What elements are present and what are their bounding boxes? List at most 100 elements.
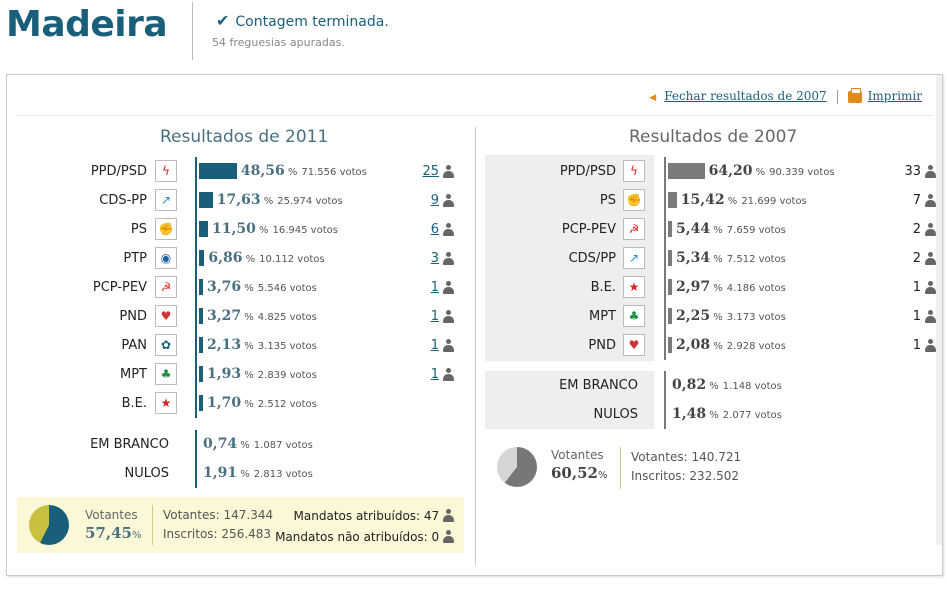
bar-axis — [195, 186, 197, 215]
close-2007-link[interactable]: Fechar resultados de 2007 — [664, 89, 827, 103]
party-name-b-e-: B.E. — [590, 280, 616, 295]
bar-axis — [664, 331, 666, 360]
person-icon — [925, 194, 936, 207]
vote-bar — [199, 221, 208, 237]
vote-percentage: 0,74 % 1.087 votos — [203, 436, 313, 452]
bar-axis — [195, 360, 197, 389]
bar-axis — [195, 459, 197, 488]
vote-bar — [199, 192, 213, 208]
person-icon — [443, 509, 454, 522]
seats-count[interactable]: 3 — [430, 251, 439, 266]
bar-axis — [664, 244, 666, 273]
scrollbar[interactable] — [936, 75, 942, 545]
party-name-ptp: PTP — [123, 251, 147, 266]
vote-bar — [199, 366, 203, 382]
party-name-pcp-pev: PCP-PEV — [561, 222, 616, 237]
vote-percentage: 1,91 % 2.813 votos — [203, 465, 313, 481]
seats-count: 2 — [912, 251, 921, 266]
seats-count[interactable]: 1 — [430, 338, 439, 353]
party-name-b-e-: B.E. — [121, 396, 147, 411]
mandates-unassigned: Mandatos não atribuídos: 0 — [275, 530, 454, 544]
seats-count: 1 — [912, 309, 921, 324]
turnout-label-2011: Votantes — [85, 508, 138, 522]
seats-count[interactable]: 9 — [430, 193, 439, 208]
vote-percentage: 1,93 % 2.839 votos — [207, 366, 317, 382]
vote-percentage: 2,08 % 2.928 votos — [676, 337, 786, 353]
registered-2011: Inscritos: 256.483 — [163, 527, 272, 541]
party-name-mpt: MPT — [120, 367, 147, 382]
vote-percentage: 2,97 % 4.186 votos — [676, 279, 786, 295]
bar-axis — [195, 157, 197, 186]
party-name-em-branco: EM BRANCO — [90, 437, 169, 452]
seats-count[interactable]: 1 — [430, 367, 439, 382]
vote-percentage: 48,56 % 71.556 votos — [240, 163, 367, 179]
party-name-ps: PS — [599, 193, 616, 208]
person-icon — [443, 368, 454, 381]
seats-count[interactable]: 6 — [430, 222, 439, 237]
person-icon — [443, 339, 454, 352]
vote-percentage: 6,86 % 10.112 votos — [208, 250, 325, 266]
person-icon — [925, 252, 936, 265]
pcp-pev-logo-icon: ☭ — [623, 218, 645, 240]
bar-axis — [195, 244, 197, 273]
header-divider — [192, 2, 193, 60]
seats-count[interactable]: 1 — [430, 280, 439, 295]
seats-count: 2 — [912, 222, 921, 237]
bar-axis — [664, 215, 666, 244]
registered-2007: Inscritos: 232.502 — [631, 469, 740, 483]
bar-axis — [195, 430, 197, 459]
pnd-logo-icon: ♥ — [623, 334, 645, 356]
mpt-logo-icon: ♣ — [155, 363, 177, 385]
person-icon — [443, 281, 454, 294]
person-icon — [443, 530, 454, 543]
vote-bar — [199, 279, 203, 295]
status-text: Contagem terminada. — [235, 14, 389, 30]
vote-percentage: 3,76 % 5.546 votos — [207, 279, 317, 295]
bar-axis — [195, 273, 197, 302]
party-name-nulos: NULOS — [124, 466, 169, 481]
vote-bar — [199, 163, 237, 179]
bar-axis — [664, 400, 666, 429]
person-icon — [443, 194, 454, 207]
person-icon — [443, 310, 454, 323]
results-panel: ◀ Fechar resultados de 2007 Imprimir Resul… — [6, 74, 943, 576]
vote-percentage: 15,42 % 21.699 votos — [680, 192, 807, 208]
party-name-pcp-pev: PCP-PEV — [92, 280, 147, 295]
bar-axis — [195, 389, 197, 418]
party-name-em-branco: EM BRANCO — [559, 378, 638, 393]
summary-2011: Votantes 57,45% Votantes: 147.344 Inscrit… — [17, 497, 464, 553]
vote-percentage: 2,13 % 3.135 votos — [207, 337, 317, 353]
turnout-label-2007: Votantes — [551, 448, 604, 462]
party-name-mpt: MPT — [589, 309, 616, 324]
vote-percentage: 2,25 % 3.173 votos — [676, 308, 786, 324]
ppd-psd-logo-icon: ϟ — [623, 160, 645, 182]
vote-bar — [668, 308, 672, 324]
vote-bar — [668, 221, 672, 237]
mandates-assigned: Mandatos atribuídos: 47 — [294, 509, 454, 523]
print-link[interactable]: Imprimir — [867, 89, 922, 103]
vote-percentage: 17,63 % 25.974 votos — [216, 192, 343, 208]
vote-percentage: 1,48 % 2.077 votos — [672, 406, 782, 422]
party-name-pan: PAN — [121, 338, 147, 353]
party-name-nulos: NULOS — [593, 407, 638, 422]
person-icon — [925, 310, 936, 323]
parishes-counted: 54 freguesias apuradas. — [212, 36, 345, 49]
vote-bar — [668, 192, 677, 208]
status: ✔ Contagem terminada. — [216, 11, 389, 30]
seats-count: 33 — [904, 164, 921, 179]
seats-count[interactable]: 25 — [422, 164, 439, 179]
vote-percentage: 3,27 % 4.825 votos — [207, 308, 317, 324]
voters-2011: Votantes: 147.344 — [163, 508, 274, 522]
ps-logo-icon: ✊ — [155, 218, 177, 240]
party-name-ppd-psd: PPD/PSD — [559, 164, 616, 179]
party-name-ps: PS — [130, 222, 147, 237]
party-name-ppd-psd: PPD/PSD — [90, 164, 147, 179]
seats-count[interactable]: 1 — [430, 309, 439, 324]
bar-axis — [664, 371, 666, 400]
vote-bar — [199, 308, 203, 324]
blank-null-background — [485, 371, 654, 429]
person-icon — [925, 281, 936, 294]
b-e--logo-icon: ★ — [623, 276, 645, 298]
printer-icon[interactable] — [847, 87, 862, 103]
triangle-left-icon: ◀ — [649, 93, 657, 103]
